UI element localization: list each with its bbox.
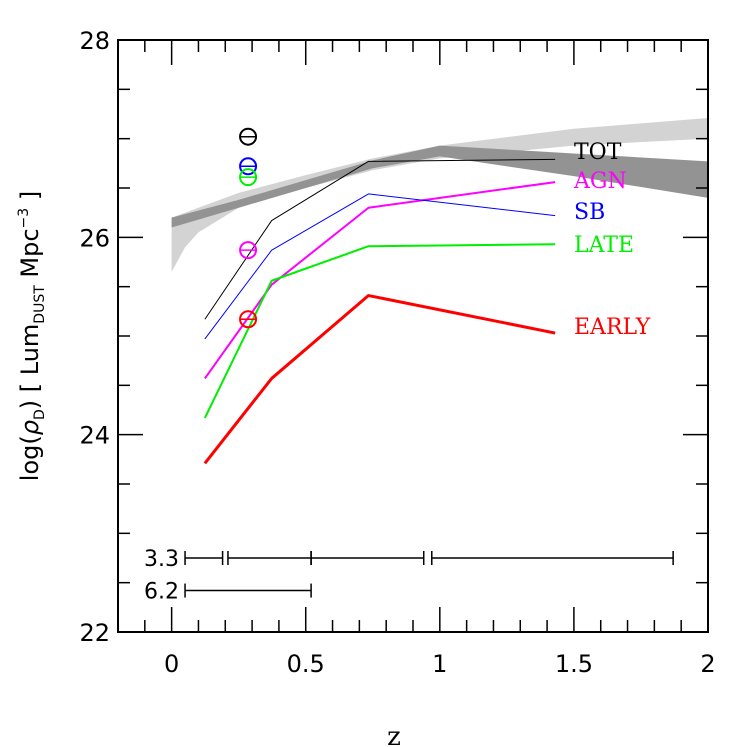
band-1 [171,145,709,228]
interval-bars: 3.36.2 [144,547,674,605]
series-line-early [203,294,556,465]
x-tick-label: 0 [164,650,179,678]
interval-bar-label: 3.3 [144,547,179,572]
y-tick-label: 26 [79,224,110,252]
y-axis-label: log(ρD) [ LumDUST Mpc−3 ] [16,191,48,481]
series-line-tot [204,158,556,320]
series-line-late [203,243,556,419]
series-label-late: LATE [574,233,634,258]
x-tick-label: 0.5 [287,650,325,678]
series-lines [203,158,556,465]
y-tick-label: 22 [79,619,110,647]
bands [171,117,709,272]
series-label-sb: SB [574,200,605,225]
x-tick-label: 1 [432,650,447,678]
y-tick-label: 28 [79,27,110,55]
series-line-agn [204,181,556,380]
y-tick-label: 24 [79,422,110,450]
series-line-sb [204,193,556,340]
x-tick-label: 2 [700,650,715,678]
series-labels: TOT AGN SB LATE EARLY [573,140,651,340]
data-points [239,127,258,329]
x-tick-label: 1.5 [555,650,593,678]
interval-bar-label: 6.2 [144,580,179,605]
series-label-tot: TOT [574,140,622,165]
series-label-agn: AGN [573,169,627,194]
series-label-early: EARLY [574,315,651,340]
x-axis-label: z [387,722,401,747]
